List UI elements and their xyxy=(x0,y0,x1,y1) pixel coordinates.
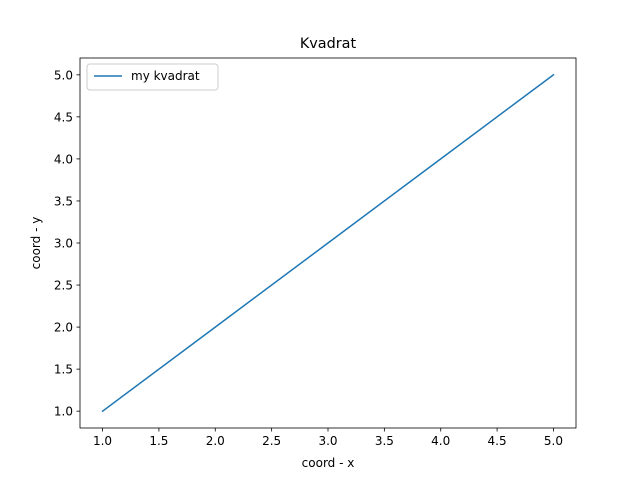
data-point xyxy=(553,74,555,76)
series-line xyxy=(101,73,555,413)
x-tick-label: 1.5 xyxy=(149,434,168,448)
x-tick-label: 5.0 xyxy=(544,434,563,448)
data-point xyxy=(440,158,442,160)
data-point xyxy=(215,326,217,328)
y-tick-label: 4.0 xyxy=(54,152,73,166)
legend-label: my kvadrat xyxy=(131,69,200,83)
x-tick-label: 3.5 xyxy=(375,434,394,448)
x-tick-label: 3.0 xyxy=(318,434,337,448)
y-tick-label: 5.0 xyxy=(54,68,73,82)
chart-title: Kvadrat xyxy=(300,36,357,52)
data-point xyxy=(102,410,104,412)
x-tick-label: 4.5 xyxy=(488,434,507,448)
y-tick-label: 1.5 xyxy=(54,363,73,377)
legend: my kvadrat xyxy=(86,63,219,91)
x-tick-label: 2.0 xyxy=(206,434,225,448)
y-tick-label: 3.0 xyxy=(54,237,73,251)
plot-frame xyxy=(79,57,577,429)
y-axis-label: coord - y xyxy=(29,217,43,270)
legend-box xyxy=(86,63,219,91)
series-layer xyxy=(101,73,555,413)
y-tick-label: 1.0 xyxy=(54,405,73,419)
y-tick-label: 3.5 xyxy=(54,194,73,208)
y-tick-label: 2.0 xyxy=(54,321,73,335)
data-point xyxy=(327,242,329,244)
y-tick-label: 4.5 xyxy=(54,110,73,124)
y-axis-ticks: 1.0 1.5 2.0 2.5 3.0 3.5 4.0 4.5 5.0 xyxy=(54,68,80,419)
x-axis-label: coord - x xyxy=(302,456,355,470)
x-tick-label: 4.0 xyxy=(431,434,450,448)
x-tick-label: 2.5 xyxy=(262,434,281,448)
x-tick-label: 1.0 xyxy=(93,434,112,448)
y-tick-label: 2.5 xyxy=(54,279,73,293)
x-axis-ticks: 1.0 1.5 2.0 2.5 3.0 3.5 4.0 4.5 5.0 xyxy=(93,428,563,448)
